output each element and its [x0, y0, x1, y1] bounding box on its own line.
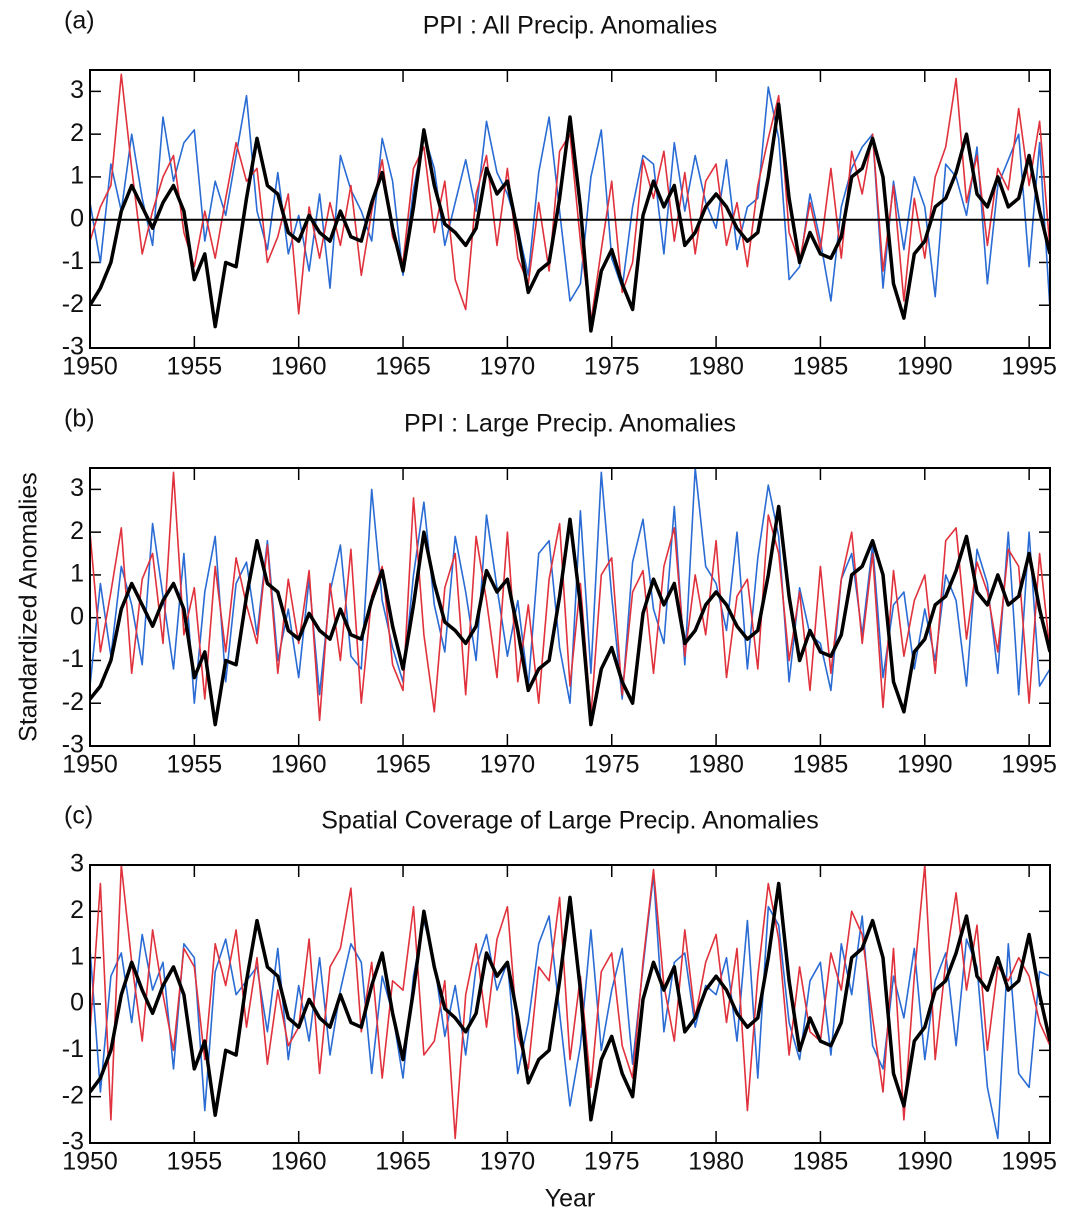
- y-tick-label: -1: [62, 1035, 84, 1063]
- y-tick-label: 2: [70, 896, 84, 924]
- plot-area: [90, 73, 1050, 333]
- x-tick-label: 1975: [584, 1148, 640, 1176]
- y-tick-label: 3: [70, 474, 84, 502]
- y-tick-label: 1: [70, 560, 84, 588]
- x-tick-label: 1985: [793, 353, 849, 381]
- y-tick-label: 2: [70, 517, 84, 545]
- x-tick-label: 1990: [897, 751, 953, 779]
- x-tick-label: 1970: [480, 1148, 536, 1176]
- plot-frame: [89, 864, 1051, 1144]
- x-tick-label: 1950: [62, 353, 118, 381]
- y-tick-label: -2: [62, 290, 84, 318]
- y-tick-label: -3: [62, 333, 84, 361]
- plot-area: [90, 468, 1050, 727]
- x-axis-label: Year: [545, 1185, 596, 1213]
- y-tick-label: 3: [70, 850, 84, 878]
- data-line: [90, 468, 1050, 704]
- x-tick-label: 1970: [480, 353, 536, 381]
- x-tick-label: 1960: [271, 751, 327, 779]
- x-tick-label: 1955: [167, 1148, 223, 1176]
- x-tick-label: 1965: [375, 1148, 431, 1176]
- y-tick-label: -3: [62, 731, 84, 759]
- data-line: [90, 73, 1050, 324]
- y-tick-label: -1: [62, 645, 84, 673]
- x-tick-label: 1975: [584, 353, 640, 381]
- x-tick-label: 1965: [375, 353, 431, 381]
- x-tick-label: 1995: [1001, 1148, 1057, 1176]
- x-tick-label: 1985: [793, 1148, 849, 1176]
- data-line: [90, 881, 1050, 1122]
- y-tick-label: 3: [70, 76, 84, 104]
- panel-label: (b): [64, 405, 95, 433]
- panel-title: Spatial Coverage of Large Precip. Anomal…: [321, 807, 819, 835]
- x-tick-label: 1980: [688, 353, 744, 381]
- panel-label: (c): [64, 802, 93, 830]
- data-line: [90, 102, 1050, 333]
- x-tick-label: 1975: [584, 751, 640, 779]
- x-tick-label: 1960: [271, 1148, 327, 1176]
- y-tick-label: 0: [70, 602, 84, 630]
- y-axis-label: Standardized Anomalies: [15, 472, 43, 742]
- data-line: [90, 504, 1050, 727]
- plot-area: [90, 865, 1050, 1140]
- x-tick-label: 1990: [897, 353, 953, 381]
- y-tick-label: -2: [62, 688, 84, 716]
- x-tick-label: 1995: [1001, 751, 1057, 779]
- x-tick-label: 1970: [480, 751, 536, 779]
- x-tick-label: 1950: [62, 751, 118, 779]
- x-tick-label: 1955: [167, 751, 223, 779]
- x-tick-label: 1995: [1001, 353, 1057, 381]
- y-tick-label: -1: [62, 247, 84, 275]
- data-line: [90, 865, 1050, 1140]
- y-tick-label: -2: [62, 1081, 84, 1109]
- data-line: [90, 471, 1050, 722]
- y-tick-label: 1: [70, 942, 84, 970]
- y-tick-label: 1: [70, 162, 84, 190]
- plot-frame: [89, 69, 1051, 349]
- x-tick-label: 1980: [688, 751, 744, 779]
- y-tick-label: -3: [62, 1128, 84, 1156]
- panel-title: PPI : All Precip. Anomalies: [423, 12, 718, 40]
- x-tick-label: 1955: [167, 353, 223, 381]
- x-tick-label: 1960: [271, 353, 327, 381]
- y-tick-label: 2: [70, 119, 84, 147]
- plot-frame: [89, 467, 1051, 747]
- panel-label: (a): [64, 7, 95, 35]
- panel-title: PPI : Large Precip. Anomalies: [404, 410, 736, 438]
- x-tick-label: 1990: [897, 1148, 953, 1176]
- x-tick-label: 1965: [375, 751, 431, 779]
- y-tick-label: 0: [70, 204, 84, 232]
- x-tick-label: 1950: [62, 1148, 118, 1176]
- x-tick-label: 1980: [688, 1148, 744, 1176]
- x-tick-label: 1985: [793, 751, 849, 779]
- y-tick-label: 0: [70, 989, 84, 1017]
